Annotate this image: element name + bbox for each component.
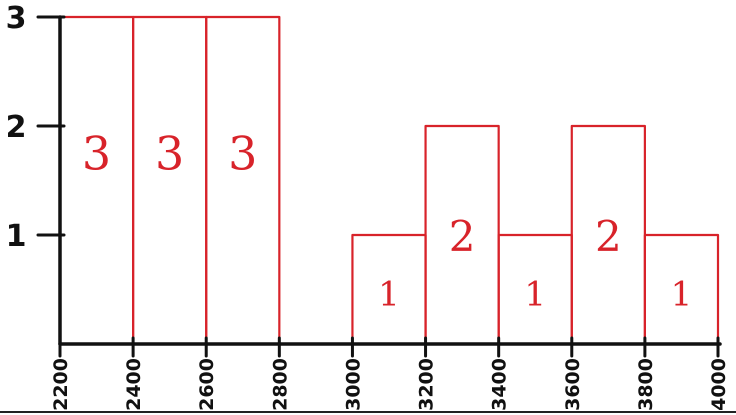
y-ticks-layer: 1 2 3 xyxy=(6,1,66,254)
bar-value-label: 3 xyxy=(155,127,184,181)
bar-value-label: 2 xyxy=(595,212,622,261)
x-ticks-layer: 2200 2400 2600 2800 3000 3200 3400 3600 3800 4000 xyxy=(50,336,730,411)
x-tick-label: 3000 xyxy=(342,358,364,411)
x-tick-label: 2600 xyxy=(196,358,218,411)
bar-value-label: 3 xyxy=(82,127,111,181)
bar-value-label: 3 xyxy=(228,127,257,181)
y-tick-label: 2 xyxy=(6,110,27,145)
x-tick-label: 3200 xyxy=(416,358,438,411)
bar-value-label: 1 xyxy=(671,275,693,315)
x-tick-label: 3800 xyxy=(635,358,657,411)
x-tick-label: 2800 xyxy=(269,358,291,411)
x-tick-label: 3400 xyxy=(489,358,511,411)
bar-value-label: 1 xyxy=(378,275,400,315)
y-tick-label: 3 xyxy=(6,1,27,36)
y-tick-label: 1 xyxy=(6,219,27,254)
x-tick-label: 2200 xyxy=(50,358,72,411)
x-tick-label: 3600 xyxy=(562,358,584,411)
x-tick-label: 2400 xyxy=(123,358,145,411)
bar-value-label: 1 xyxy=(524,275,546,315)
x-tick-label: 4000 xyxy=(708,358,730,411)
axes-layer xyxy=(0,15,736,413)
bar-value-label: 2 xyxy=(449,212,476,261)
